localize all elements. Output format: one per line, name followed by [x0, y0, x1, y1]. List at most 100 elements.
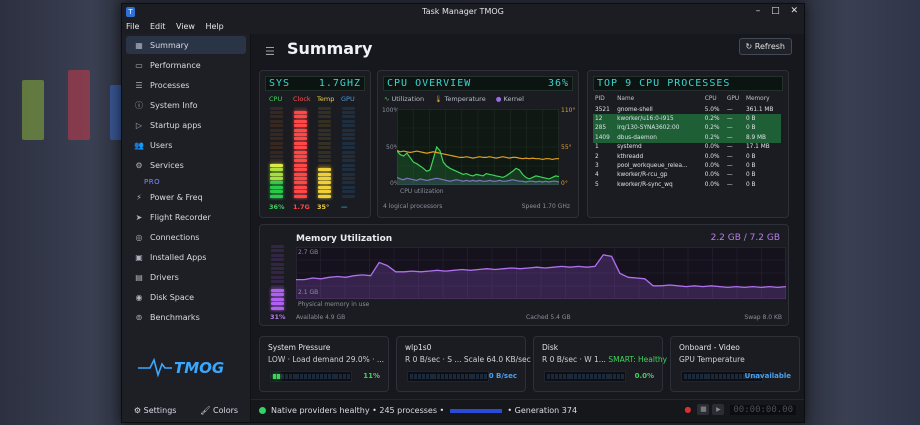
cell-gpu: — — [724, 133, 744, 143]
menu-help[interactable]: Help — [205, 22, 224, 31]
sidebar-item-services[interactable]: ⚙ Services — [126, 156, 246, 174]
meter-segment — [570, 374, 574, 379]
gauge-segment — [318, 124, 331, 128]
colors-button[interactable]: 🖌 Colors — [200, 405, 239, 415]
sidebar-item-flight-recorder[interactable]: ➤ Flight Recorder — [126, 208, 246, 226]
sidebar-item-processes[interactable]: ☰ Processes — [126, 76, 246, 94]
gauge-segment — [270, 177, 283, 180]
sidebar-item-disk-space[interactable]: ◉ Disk Space — [126, 288, 246, 306]
sidebar: ▦ Summary ▭ Performance ☰ Processes ⓘ System In… — [122, 34, 251, 422]
sys-freq: 1.7GHZ — [318, 78, 361, 89]
cell-pid: 12 — [593, 114, 616, 124]
gpu-card[interactable]: Onboard - Video GPU Temperature Unavailabl… — [670, 336, 800, 392]
sidebar-item-performance[interactable]: ▭ Performance — [126, 56, 246, 74]
cell-gpu: — — [726, 153, 733, 160]
gauge-segment — [294, 124, 307, 128]
sidebar-item-benchmarks[interactable]: ⊚ Benchmarks — [126, 308, 246, 326]
meter-segment — [558, 374, 562, 379]
sidebar-item-connections[interactable]: ◎ Connections — [126, 228, 246, 246]
sys-panel: SYS 1.7GHZ CPU 36% Clock 1.7G Temp 35° GPU — — [259, 70, 371, 218]
meter-segment — [550, 374, 554, 379]
gauge-header-temp: Temp — [317, 95, 335, 103]
gauge-segment — [318, 159, 331, 163]
cell-cpu: 0.0% — [704, 172, 720, 179]
memory-chart-label: Physical memory in use — [298, 301, 370, 308]
close-icon[interactable]: ✕ — [790, 6, 798, 16]
stop-button[interactable]: ■ — [697, 404, 710, 415]
gauge-segment — [294, 119, 307, 123]
table-row[interactable]: 1 systemd 0.0% — 17.1 MB — [593, 143, 781, 152]
gauge-segment — [318, 181, 331, 185]
network-card[interactable]: wlp1s0 R 0 B/sec · S ... Scale 64.0 KB/se… — [396, 336, 531, 392]
sidebar-item-installed-apps[interactable]: ▣ Installed Apps — [126, 248, 246, 266]
info-icon: ⓘ — [135, 100, 143, 110]
sidebar-item-startup-apps[interactable]: ▷ Startup apps — [126, 116, 246, 134]
gauge-segment — [342, 190, 355, 194]
meter-segment — [472, 374, 476, 379]
disk-card[interactable]: Disk R 0 B/sec · W 1... SMART: Healthy 0.0… — [533, 336, 667, 392]
temp-y-bottom: 0° — [561, 180, 568, 187]
cell-pid: 3521 — [595, 106, 610, 113]
svg-text:TMOG: TMOG — [174, 359, 224, 377]
gauge-cpu — [270, 106, 283, 199]
table-row[interactable]: 2 kthreadd 0.0% — 0 B — [593, 152, 781, 161]
record-icon[interactable]: ● — [684, 405, 692, 414]
column-header-memory[interactable]: Memory — [745, 96, 770, 102]
column-header-pid[interactable]: PID — [595, 96, 605, 102]
settings-button[interactable]: ⚙ Settings — [133, 405, 177, 415]
system-pressure-card[interactable]: System Pressure LOW · Load demand 29.0% ·… — [259, 336, 389, 392]
gauge-segment — [318, 185, 331, 189]
table-row[interactable]: 1409 dbus-daemon 0.2% —8.9 MB — [593, 133, 781, 143]
cell-mem: 0 B — [745, 181, 756, 188]
column-header-name[interactable]: Name — [617, 96, 635, 102]
gauge-segment — [270, 141, 283, 145]
gauge-temp — [318, 106, 331, 199]
card-title: Disk — [542, 343, 559, 352]
card-meter — [270, 371, 352, 382]
sidebar-item-drivers[interactable]: ▤ Drivers — [126, 268, 246, 286]
refresh-button[interactable]: ↻ Refresh — [738, 38, 792, 55]
column-header-cpu[interactable]: CPU — [704, 96, 717, 102]
memory-gauge-segment — [271, 302, 284, 306]
meter-segment — [574, 374, 578, 379]
table-row[interactable]: 3 pool_workqueue_relea... 0.0% — 0 B — [593, 161, 781, 170]
sidebar-item-label: Drivers — [150, 272, 179, 282]
brush-icon: 🖌 — [200, 405, 213, 415]
sidebar-item-users[interactable]: 👥 Users — [126, 136, 246, 154]
sidebar-item-system-info[interactable]: ⓘ System Info — [126, 96, 246, 114]
kernel-icon: ● — [495, 95, 502, 103]
page-title: Summary — [287, 39, 373, 58]
meter-segment — [691, 374, 695, 379]
cell-pid: 1 — [595, 144, 599, 151]
meter-segment — [449, 374, 452, 379]
gauge-segment — [294, 168, 307, 172]
memory-y-top: 2.7 GB — [298, 249, 319, 256]
minimize-icon[interactable]: – — [755, 6, 761, 16]
memory-available: Available 4.9 GB — [296, 314, 346, 321]
table-row[interactable]: 4 kworker/R-rcu_gp 0.0% — 0 B — [593, 171, 781, 180]
menu-edit[interactable]: Edit — [149, 22, 166, 31]
gauge-segment — [270, 111, 283, 114]
sidebar-item-power-freq[interactable]: ⚡ Power & Freq — [126, 188, 246, 206]
maximize-icon[interactable]: □ — [771, 6, 780, 16]
memory-gauge-segment — [271, 297, 284, 301]
table-row[interactable]: 5 kworker/R-sync_wq 0.0% — 0 B — [593, 180, 781, 189]
status-progress-bar — [449, 408, 502, 413]
table-row[interactable]: 3521 gnome-shell 5.0% — 361.1 MB — [593, 105, 781, 114]
meter-segment — [562, 374, 566, 379]
gauge-segment — [342, 168, 355, 172]
table-row[interactable]: 12 kworker/u16:0-i915 0.2% —0 B — [593, 114, 781, 124]
sidebar-item-summary[interactable]: ▦ Summary — [126, 36, 246, 54]
sidebar-item-label: Users — [150, 140, 173, 150]
menu-file[interactable]: File — [126, 22, 140, 31]
cpu-y-mid: 50% — [386, 144, 400, 151]
column-header-gpu[interactable]: GPU — [726, 96, 740, 102]
play-button[interactable]: ▶ — [712, 404, 725, 415]
meter-segment — [476, 374, 480, 379]
hamburger-icon[interactable]: ☰ — [265, 45, 275, 58]
gauge-segment — [342, 181, 355, 185]
menu-view[interactable]: View — [175, 22, 195, 31]
table-row[interactable]: 285 irq/130-SYNA3602:00 0.2% —0 B — [593, 123, 781, 134]
meter-segment — [284, 374, 288, 379]
gauge-segment — [294, 155, 307, 158]
